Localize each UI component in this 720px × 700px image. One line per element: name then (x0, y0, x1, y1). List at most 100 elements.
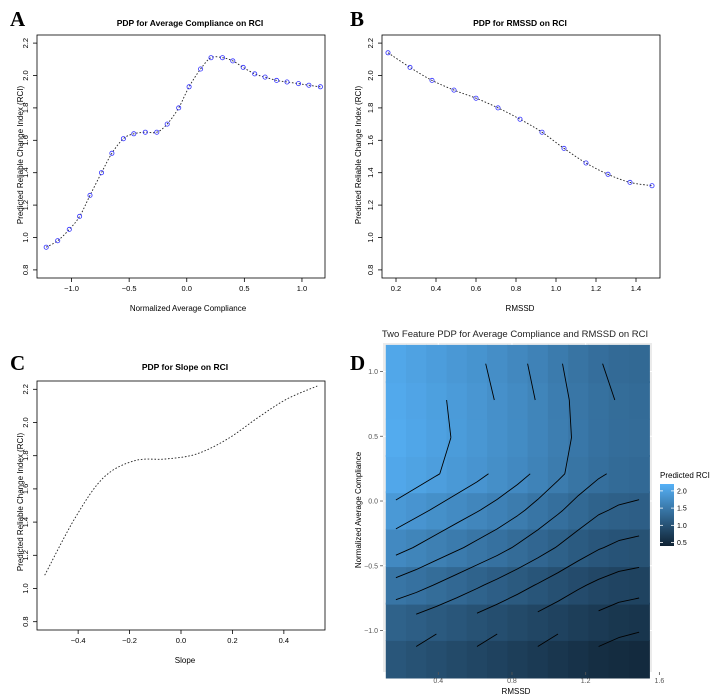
heatmap-cell (466, 566, 488, 605)
y-tick-label: 1.4 (21, 517, 30, 527)
x-axis-label: Normalized Average Compliance (130, 304, 247, 313)
heatmap-cell (466, 491, 488, 530)
heatmap-cell (446, 418, 468, 457)
data-point (198, 66, 204, 72)
data-point (473, 95, 479, 101)
data-point (583, 160, 589, 166)
data-point (240, 64, 246, 70)
heatmap-cell (507, 640, 529, 679)
data-point (627, 179, 633, 185)
chart-title: PDP for Average Compliance on RCI (117, 18, 264, 28)
y-tick-label: 1.0 (21, 232, 30, 242)
x-tick-label: 1.0 (297, 284, 307, 293)
y-tick-label: 0.5 (368, 434, 378, 441)
data-point (274, 77, 280, 83)
data-point (142, 129, 148, 135)
heatmap-cell (406, 381, 427, 420)
heatmap-cell (527, 602, 549, 641)
heatmap-cell (629, 602, 650, 641)
x-tick-label: −0.2 (122, 636, 137, 645)
heatmap-cell (385, 491, 407, 530)
data-point (517, 116, 523, 122)
data-point (120, 136, 126, 142)
data-point (495, 105, 501, 111)
data-point (605, 171, 611, 177)
y-tick-label: 2.2 (21, 384, 30, 394)
x-tick-label: 0.4 (431, 284, 441, 293)
data-point (407, 64, 413, 70)
heatmap-cell (527, 455, 549, 494)
x-tick-label: 0.8 (507, 678, 517, 685)
y-tick-label: 0.8 (21, 616, 30, 626)
heatmap-cell (547, 491, 569, 530)
y-axis-label: Predicted Reliable Change Index (RCI) (354, 86, 363, 225)
x-axis-label: Slope (175, 656, 196, 665)
heatmap-cell (608, 418, 630, 457)
x-tick-label: −0.4 (71, 636, 86, 645)
x-tick-label: 1.2 (591, 284, 601, 293)
chart-title: PDP for Slope on RCI (142, 362, 228, 372)
heatmap-cell (385, 344, 407, 384)
heatmap-cell (568, 381, 590, 420)
x-tick-label: 0.6 (471, 284, 481, 293)
heatmap-cell (446, 491, 468, 530)
series-line (45, 56, 321, 248)
y-tick-label: −0.5 (364, 563, 378, 570)
data-point (99, 170, 105, 176)
heatmap-cell (608, 566, 630, 605)
data-point (43, 244, 49, 250)
heatmap-cell (507, 491, 529, 530)
heatmap-cell (547, 602, 569, 641)
heatmap-cell (507, 566, 529, 605)
y-tick-label: 1.2 (21, 550, 30, 560)
heatmap-cell (406, 344, 427, 384)
heatmap-cell (588, 602, 610, 641)
heatmap-cell (527, 640, 549, 679)
data-point (109, 150, 115, 156)
data-point (539, 129, 545, 135)
heatmap-cell (507, 381, 529, 420)
plot-frame (36, 34, 326, 279)
heatmap-cell (487, 528, 508, 568)
y-tick-label: 1.2 (21, 200, 30, 210)
heatmap-cell (547, 566, 569, 605)
heatmap-cell (406, 602, 427, 641)
heatmap-cell (466, 381, 488, 420)
heatmap-cell (466, 344, 488, 384)
heatmap-cell (629, 381, 650, 420)
heatmap-cell (629, 344, 650, 384)
y-tick-label: −1.0 (364, 628, 378, 635)
heatmap-cell (547, 344, 569, 384)
heatmap-cell (426, 418, 448, 457)
y-tick-label: 1.0 (21, 583, 30, 593)
x-tick-label: 0.0 (182, 284, 192, 293)
data-point (295, 81, 301, 87)
heatmap-cell (629, 455, 650, 494)
heatmap-cell (547, 640, 569, 679)
data-point (55, 238, 61, 244)
heatmap-cell (608, 528, 630, 568)
x-axis-label: RMSSD (502, 687, 531, 696)
heatmap-cell (629, 528, 650, 568)
plot-frame (381, 34, 661, 279)
heatmap-cell (527, 566, 549, 605)
heatmap-cell (568, 455, 590, 494)
heatmap-cell (588, 418, 610, 457)
heatmap-cell (487, 381, 508, 420)
heatmap-cell (629, 418, 650, 457)
heatmap-cell (446, 566, 468, 605)
series-line (387, 52, 653, 187)
legend-tick-label: 1.0 (677, 523, 687, 530)
panel-letter: A (10, 7, 26, 31)
data-point (561, 145, 567, 151)
heatmap-cell (446, 455, 468, 494)
heatmap-cell (527, 491, 549, 530)
heatmap-cell (547, 381, 569, 420)
heatmap-cell (527, 528, 549, 568)
data-point (186, 84, 192, 90)
heatmap-cell (406, 640, 427, 679)
panel-letter: C (10, 351, 25, 375)
data-point (154, 129, 160, 135)
data-point (176, 105, 182, 111)
y-tick-label: 2.0 (21, 70, 30, 80)
